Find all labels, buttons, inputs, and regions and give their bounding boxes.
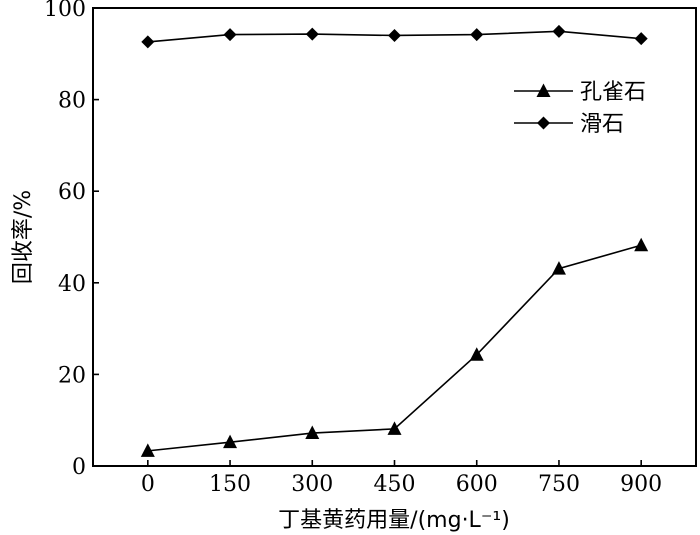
legend-entry-0: 孔雀石 (514, 80, 646, 105)
series-0-point-2 (305, 425, 320, 440)
x-tick-label-6: 900 (620, 472, 662, 497)
series-1-point-3 (388, 28, 401, 42)
series-1-point-4 (470, 28, 484, 42)
x-tick-label-5: 750 (538, 472, 580, 497)
series-1-point-2 (305, 27, 319, 41)
x-axis-title: 丁基黄药用量/(mg·L⁻¹) (278, 508, 510, 533)
series-1-point-1 (223, 28, 237, 42)
y-tick-label-5: 100 (44, 0, 86, 22)
x-tick-label-0: 0 (141, 472, 155, 497)
series-1-point-6 (634, 32, 648, 46)
y-tick-label-4: 80 (58, 89, 86, 114)
y-tick-label-1: 20 (58, 363, 86, 388)
x-tick-label-2: 300 (291, 472, 333, 497)
series-layer (140, 24, 649, 457)
series-0-point-6 (634, 237, 649, 252)
plot-frame (92, 7, 697, 467)
legend-label-1: 滑石 (580, 112, 624, 137)
series-0-point-4 (469, 347, 484, 361)
legend-entry-1: 滑石 (514, 112, 624, 137)
y-tick-label-3: 60 (58, 180, 86, 205)
y-axis-ticks: 0 20 40 60 80 100 (44, 0, 99, 480)
x-axis-ticks: 0 150 300 450 600 750 900 (141, 460, 662, 497)
series-line-0 (147, 244, 642, 452)
series-0-point-0 (140, 443, 155, 457)
y-axis-title: 回收率/% (11, 190, 36, 284)
legend-label-0: 孔雀石 (580, 80, 646, 105)
series-0-point-5 (551, 261, 566, 275)
series-0-point-1 (223, 434, 238, 449)
x-tick-label-1: 150 (209, 472, 251, 497)
legend-marker-0 (536, 83, 551, 97)
legend-marker-1 (537, 116, 550, 130)
y-tick-label-2: 40 (58, 272, 86, 297)
x-tick-label-3: 450 (374, 472, 416, 497)
series-0-point-3 (387, 421, 402, 435)
y-tick-label-0: 0 (72, 455, 86, 480)
series-1-point-5 (552, 24, 566, 38)
series-1-point-0 (141, 35, 155, 49)
legend: 孔雀石 滑石 (514, 80, 646, 137)
x-tick-label-4: 600 (456, 472, 498, 497)
